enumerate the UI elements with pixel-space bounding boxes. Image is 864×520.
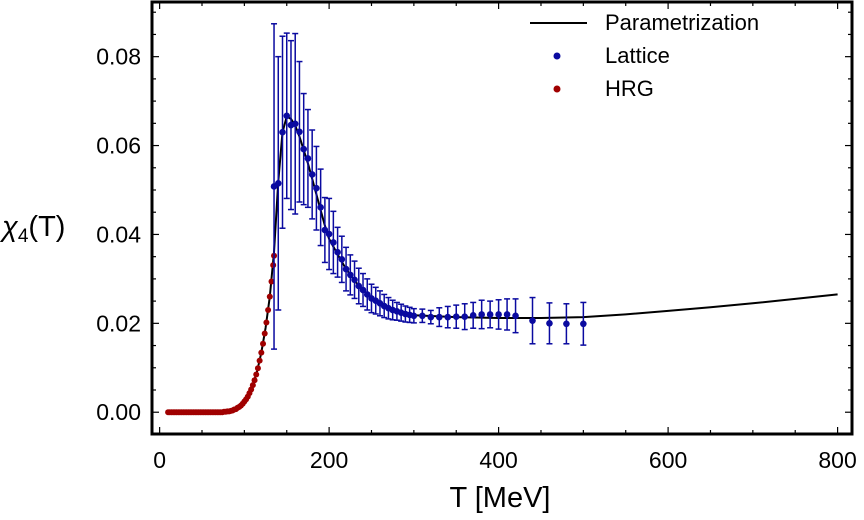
lattice-point — [338, 256, 346, 263]
y-tick-label: 0.06 — [96, 133, 141, 159]
x-tick-label: 800 — [818, 447, 856, 473]
lattice-point — [334, 248, 341, 256]
tick-labels: 0 200 400 600 800 0.00 0.02 0.04 0.06 0.08 — [96, 44, 857, 473]
hrg-point — [270, 262, 277, 269]
lattice-point — [410, 312, 418, 320]
y-axis-title-symbol: χ — [0, 211, 19, 243]
lattice-point — [291, 120, 299, 128]
parametrization-line — [168, 115, 838, 414]
lattice-point — [283, 112, 291, 120]
hrg-point — [266, 293, 273, 300]
y-tick-label: 0.08 — [96, 44, 141, 70]
hrg-point — [253, 371, 260, 378]
x-axis-title: T [MeV] — [450, 482, 551, 514]
lattice-point — [313, 184, 320, 192]
lattice-point — [359, 286, 367, 294]
lattice-point — [452, 313, 460, 320]
lattice-point — [274, 180, 282, 187]
lattice-point — [503, 311, 511, 318]
legend-hrg-swatch — [553, 85, 561, 93]
x-tick-label: 0 — [153, 447, 166, 473]
x-tick-label: 600 — [649, 447, 687, 473]
hrg-point — [268, 278, 275, 285]
lattice-point — [435, 313, 443, 321]
legend-hrg-label: HRG — [605, 76, 654, 101]
lattice-point — [347, 271, 354, 279]
lattice-point — [469, 312, 477, 319]
lattice-point — [580, 320, 587, 328]
hrg-point — [261, 330, 268, 337]
lattice-point — [512, 312, 519, 320]
lattice-point — [351, 276, 358, 284]
lattice-point — [355, 282, 363, 290]
lattice-point — [300, 145, 307, 153]
y-axis-title-subscript: 4 — [18, 226, 29, 247]
y-axis-title-suffix: (T) — [28, 211, 65, 243]
hrg-point — [258, 349, 265, 356]
lattice-point — [321, 226, 329, 234]
legend-lattice-swatch — [553, 52, 561, 60]
hrg-point — [263, 319, 270, 326]
lattice-point — [317, 204, 324, 211]
lattice-point — [495, 311, 502, 318]
lattice-point — [461, 313, 469, 320]
lattice-point — [304, 155, 312, 162]
lattice-point — [296, 128, 303, 136]
y-tick-label: 0.00 — [96, 399, 141, 425]
lattice-point — [546, 320, 553, 327]
lattice-point — [427, 313, 435, 321]
lattice-point — [363, 291, 371, 298]
lattice-point — [529, 317, 536, 324]
legend: Parametrization Lattice HRG — [530, 10, 759, 101]
plot-frame — [150, 0, 854, 436]
lattice-point — [444, 313, 452, 321]
y-axis-title: χ4(T) — [0, 211, 65, 247]
legend-lattice-label: Lattice — [605, 43, 670, 68]
lattice-point — [279, 128, 286, 136]
lattice-point — [486, 311, 494, 318]
hrg-point — [254, 365, 261, 372]
lattice-point — [478, 311, 485, 318]
hrg-point — [265, 307, 272, 313]
hrg-point — [256, 357, 263, 364]
hrg-point — [249, 382, 256, 389]
lattice-point — [563, 320, 570, 328]
lattice-point — [325, 230, 333, 238]
lattice-point — [342, 265, 350, 273]
x-tick-label: 200 — [310, 447, 348, 473]
axis-ticks — [152, 2, 852, 434]
legend-parametrization-label: Parametrization — [605, 10, 759, 35]
hrg-point — [260, 340, 267, 347]
lattice-point — [330, 239, 337, 246]
y-tick-label: 0.02 — [96, 310, 141, 336]
plot-area — [165, 23, 838, 416]
lattice-point — [308, 171, 316, 178]
lattice-point — [419, 312, 426, 320]
x-tick-label: 400 — [479, 447, 517, 473]
y-tick-label: 0.04 — [96, 221, 141, 247]
hrg-point — [251, 377, 258, 384]
